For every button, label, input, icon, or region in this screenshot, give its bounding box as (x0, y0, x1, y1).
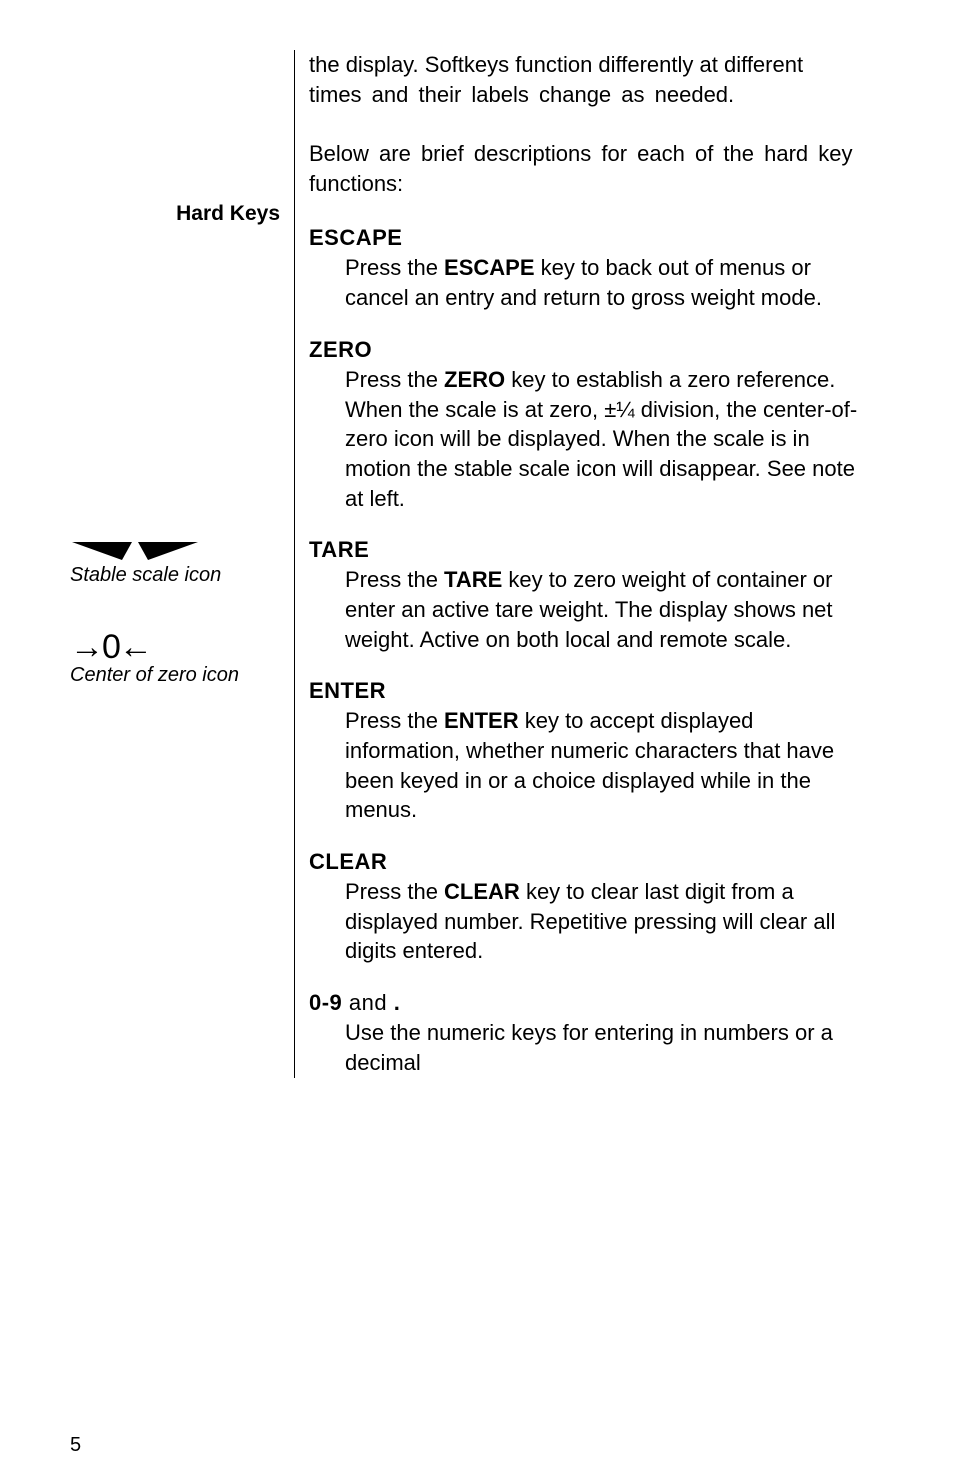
zero-pre: Press the (345, 367, 444, 392)
intro-line-1: the display. Softkeys function different… (309, 52, 718, 77)
clear-body: Press the CLEAR key to clear last digit … (309, 877, 864, 966)
center-of-zero-icon: →0← (70, 630, 239, 664)
numeric-body: Use the numeric keys for entering in num… (309, 1018, 864, 1077)
center-of-zero-caption: Center of zero icon (70, 664, 239, 687)
enter-body: Press the ENTER key to accept displayed … (309, 706, 864, 825)
zero-key: ZERO (444, 367, 505, 392)
tare-body: Press the TARE key to zero weight of con… (309, 565, 864, 654)
section-zero: ZERO Press the ZERO key to establish a z… (309, 337, 864, 513)
main-content: the display. Softkeys function different… (294, 50, 864, 1078)
tare-title: TARE (309, 537, 864, 563)
stable-scale-icon-block: Stable scale icon (70, 540, 221, 587)
page-number: 5 (70, 1434, 81, 1457)
section-tare: TARE Press the TARE key to zero weight o… (309, 537, 864, 654)
escape-pre: Press the (345, 255, 444, 280)
enter-title: ENTER (309, 678, 864, 704)
zero-title: ZERO (309, 337, 864, 363)
hard-keys-intro: Below are brief descriptions for each of… (309, 139, 864, 200)
hard-keys-label: Hard Keys (176, 202, 280, 226)
intro-paragraph: the display. Softkeys function different… (309, 50, 864, 111)
numeric-title: 0-9 and . (309, 990, 864, 1016)
stable-scale-caption: Stable scale icon (70, 564, 221, 587)
numeric-dot: . (394, 990, 401, 1015)
clear-title: CLEAR (309, 849, 864, 875)
escape-key: ESCAPE (444, 255, 534, 280)
tare-pre: Press the (345, 567, 444, 592)
enter-key: ENTER (444, 708, 519, 733)
escape-title: ESCAPE (309, 225, 864, 251)
section-enter: ENTER Press the ENTER key to accept disp… (309, 678, 864, 825)
numeric-and: and (342, 990, 393, 1015)
section-clear: CLEAR Press the CLEAR key to clear last … (309, 849, 864, 966)
section-numeric: 0-9 and . Use the numeric keys for enter… (309, 990, 864, 1077)
zero-body: Press the ZERO key to establish a zero r… (309, 365, 864, 513)
clear-pre: Press the (345, 879, 444, 904)
enter-pre: Press the (345, 708, 444, 733)
numeric-range: 0-9 (309, 990, 342, 1015)
sidebar-column: Hard Keys Stable scale icon →0← Center o… (70, 50, 280, 1078)
stable-scale-icon (70, 540, 200, 562)
section-escape: ESCAPE Press the ESCAPE key to back out … (309, 225, 864, 312)
tare-key: TARE (444, 567, 502, 592)
clear-key: CLEAR (444, 879, 520, 904)
center-of-zero-block: →0← Center of zero icon (70, 630, 239, 687)
escape-body: Press the ESCAPE key to back out of menu… (309, 253, 864, 312)
